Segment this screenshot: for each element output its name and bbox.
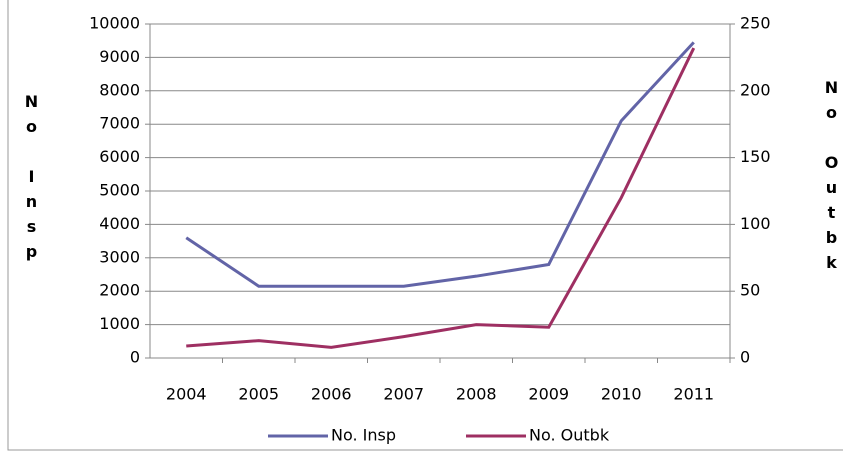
y-tick-label: 5000 — [99, 181, 140, 200]
y-tick-label: 10000 — [89, 14, 140, 33]
legend-label: No. Outbk — [529, 426, 610, 445]
y-tick-label: 7000 — [99, 114, 140, 133]
x-tick-label: 2009 — [528, 385, 569, 404]
y2-tick-label: 150 — [740, 147, 771, 166]
y2-tick-label: 50 — [740, 281, 760, 300]
y-tick-label: 3000 — [99, 247, 140, 266]
y-tick-label: 4000 — [99, 214, 140, 233]
y-tick-label: 6000 — [99, 147, 140, 166]
y2-tick-label: 0 — [740, 348, 750, 367]
chart-frame — [7, 0, 843, 451]
y2-axis-label: No Outbk — [822, 78, 841, 278]
x-tick-label: 2004 — [166, 385, 207, 404]
y-tick-label: 8000 — [99, 80, 140, 99]
y2-tick-label: 100 — [740, 214, 771, 233]
x-tick-label: 2007 — [383, 385, 424, 404]
y-tick-label: 0 — [130, 348, 140, 367]
y-tick-label: 9000 — [99, 47, 140, 66]
x-tick-label: 2011 — [673, 385, 714, 404]
x-tick-label: 2006 — [311, 385, 352, 404]
x-tick-label: 2010 — [601, 385, 642, 404]
y-tick-label: 1000 — [99, 314, 140, 333]
series-line — [186, 47, 696, 349]
x-tick-label: 2008 — [456, 385, 497, 404]
y-tick-label: 2000 — [99, 281, 140, 300]
y-axis-label: No Insp — [22, 92, 41, 267]
legend-label: No. Insp — [331, 426, 396, 445]
series-line — [185, 41, 695, 288]
x-tick-label: 2005 — [238, 385, 279, 404]
y2-tick-label: 200 — [740, 80, 771, 99]
y2-tick-label: 250 — [740, 14, 771, 33]
